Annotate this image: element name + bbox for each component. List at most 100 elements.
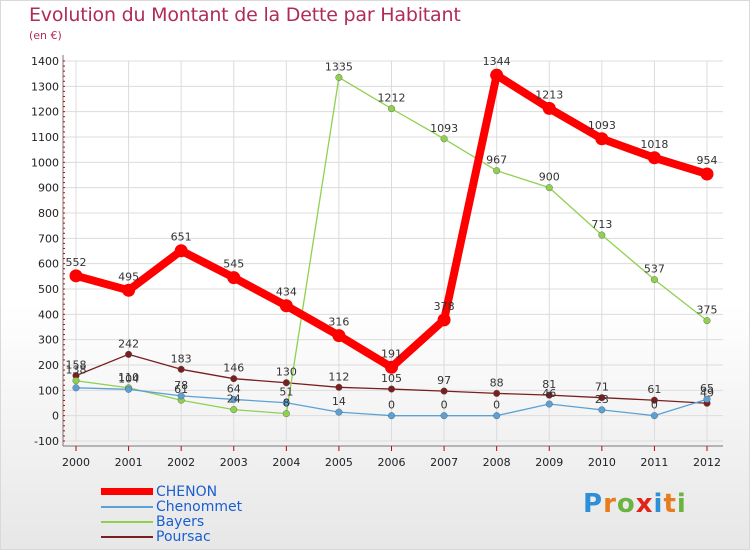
value-label-bayers: 110 [118, 371, 139, 384]
value-label-chenon: 1344 [483, 55, 511, 68]
y-tick-label: 400 [38, 308, 59, 321]
y-tick-label: 1000 [31, 156, 59, 169]
value-label-poursac: 49 [700, 386, 714, 399]
data-point-chenon [69, 269, 83, 283]
logo-letter: P [583, 489, 604, 519]
x-tick-label: 2000 [62, 456, 90, 469]
y-tick-label: -100 [34, 435, 59, 448]
value-label-bayers: 138 [66, 364, 87, 377]
value-label-chenon: 316 [328, 316, 349, 329]
value-label-poursac: 81 [542, 378, 556, 391]
value-label-chenommet: 104 [118, 372, 139, 385]
value-label-poursac: 61 [647, 383, 661, 396]
data-point-bayers [335, 73, 343, 81]
legend-swatch [101, 488, 153, 495]
data-point-poursac [335, 383, 343, 391]
value-label-bayers: 967 [486, 154, 507, 167]
value-label-chenon: 545 [223, 258, 244, 271]
data-point-chenon [174, 244, 188, 258]
value-label-chenon: 954 [697, 154, 718, 167]
value-label-poursac: 88 [490, 376, 504, 389]
value-label-chenommet: 0 [441, 399, 448, 412]
value-label-chenommet: 23 [595, 393, 609, 406]
data-point-chenommet [72, 384, 80, 392]
x-tick-label: 2007 [430, 456, 458, 469]
value-label-chenommet: 0 [651, 399, 658, 412]
data-point-chenommet [230, 395, 238, 403]
data-point-poursac [493, 389, 501, 397]
data-point-chenon [332, 329, 346, 343]
data-point-chenommet [125, 385, 133, 393]
data-point-bayers [282, 410, 290, 418]
value-label-chenommet: 64 [227, 382, 241, 395]
x-tick-label: 2002 [167, 456, 195, 469]
x-tick-label: 2004 [272, 456, 300, 469]
x-tick-label: 2003 [220, 456, 248, 469]
proxiti-logo: Proxiti [583, 489, 687, 519]
chart-title: Evolution du Montant de la Dette par Hab… [29, 4, 461, 26]
data-point-chenommet [650, 412, 658, 420]
value-label-poursac: 97 [437, 374, 451, 387]
data-point-chenommet [598, 406, 606, 414]
value-label-chenon: 495 [118, 270, 139, 283]
data-point-poursac [440, 387, 448, 395]
value-label-bayers: 713 [591, 218, 612, 231]
value-label-chenon: 378 [434, 300, 455, 313]
legend-label: Chenommet [156, 499, 243, 515]
value-label-chenommet: 51 [279, 386, 293, 399]
value-label-chenon: 552 [66, 256, 87, 269]
data-point-chenon [227, 271, 241, 285]
data-point-bayers [545, 184, 553, 192]
data-point-bayers [388, 105, 396, 113]
y-tick-label: 600 [38, 258, 59, 271]
value-label-poursac: 112 [328, 370, 349, 383]
data-point-poursac [598, 394, 606, 402]
logo-letter: t [663, 489, 677, 519]
value-label-poursac: 183 [171, 352, 192, 365]
y-tick-label: 1300 [31, 80, 59, 93]
data-point-chenon [647, 151, 661, 165]
y-tick-label: 300 [38, 334, 59, 347]
x-tick-label: 2005 [325, 456, 353, 469]
value-label-poursac: 130 [276, 366, 297, 379]
y-tick-label: 1100 [31, 131, 59, 144]
data-point-poursac [650, 396, 658, 404]
value-label-chenommet: 14 [332, 395, 346, 408]
data-point-poursac [545, 391, 553, 399]
x-tick-label: 2012 [693, 456, 721, 469]
logo-letter: o [616, 489, 636, 519]
data-point-bayers [703, 317, 711, 325]
y-tick-label: 200 [38, 359, 59, 372]
data-point-poursac [388, 385, 396, 393]
value-label-chenon: 1213 [535, 88, 563, 101]
value-label-chenon: 1093 [588, 119, 616, 132]
value-label-chenommet: 46 [542, 387, 556, 400]
value-label-chenommet: 65 [700, 382, 714, 395]
data-point-chenon [122, 283, 136, 297]
value-label-bayers: 24 [227, 393, 241, 406]
legend-swatch [101, 536, 153, 538]
value-label-bayers: 1212 [378, 92, 406, 105]
data-point-bayers [493, 167, 501, 175]
data-point-chenommet [177, 392, 185, 400]
value-label-chenon: 191 [381, 347, 402, 360]
legend-swatch [101, 521, 153, 523]
data-point-chenon [595, 132, 609, 146]
data-point-bayers [440, 135, 448, 143]
data-point-chenommet [545, 400, 553, 408]
data-point-bayers [72, 377, 80, 385]
x-tick-label: 2010 [588, 456, 616, 469]
data-point-chenon [700, 167, 714, 181]
data-point-poursac [282, 379, 290, 387]
value-label-poursac: 105 [381, 372, 402, 385]
value-label-chenommet: 78 [174, 379, 188, 392]
logo-letter: i [676, 489, 687, 519]
value-label-poursac: 71 [595, 381, 609, 394]
data-point-poursac [177, 365, 185, 373]
x-tick-label: 2006 [378, 456, 406, 469]
value-label-bayers: 900 [539, 171, 560, 184]
logo-letter: i [653, 489, 664, 519]
value-label-bayers: 537 [644, 263, 665, 276]
legend-label: Bayers [156, 514, 205, 530]
value-label-chenon: 434 [276, 286, 297, 299]
